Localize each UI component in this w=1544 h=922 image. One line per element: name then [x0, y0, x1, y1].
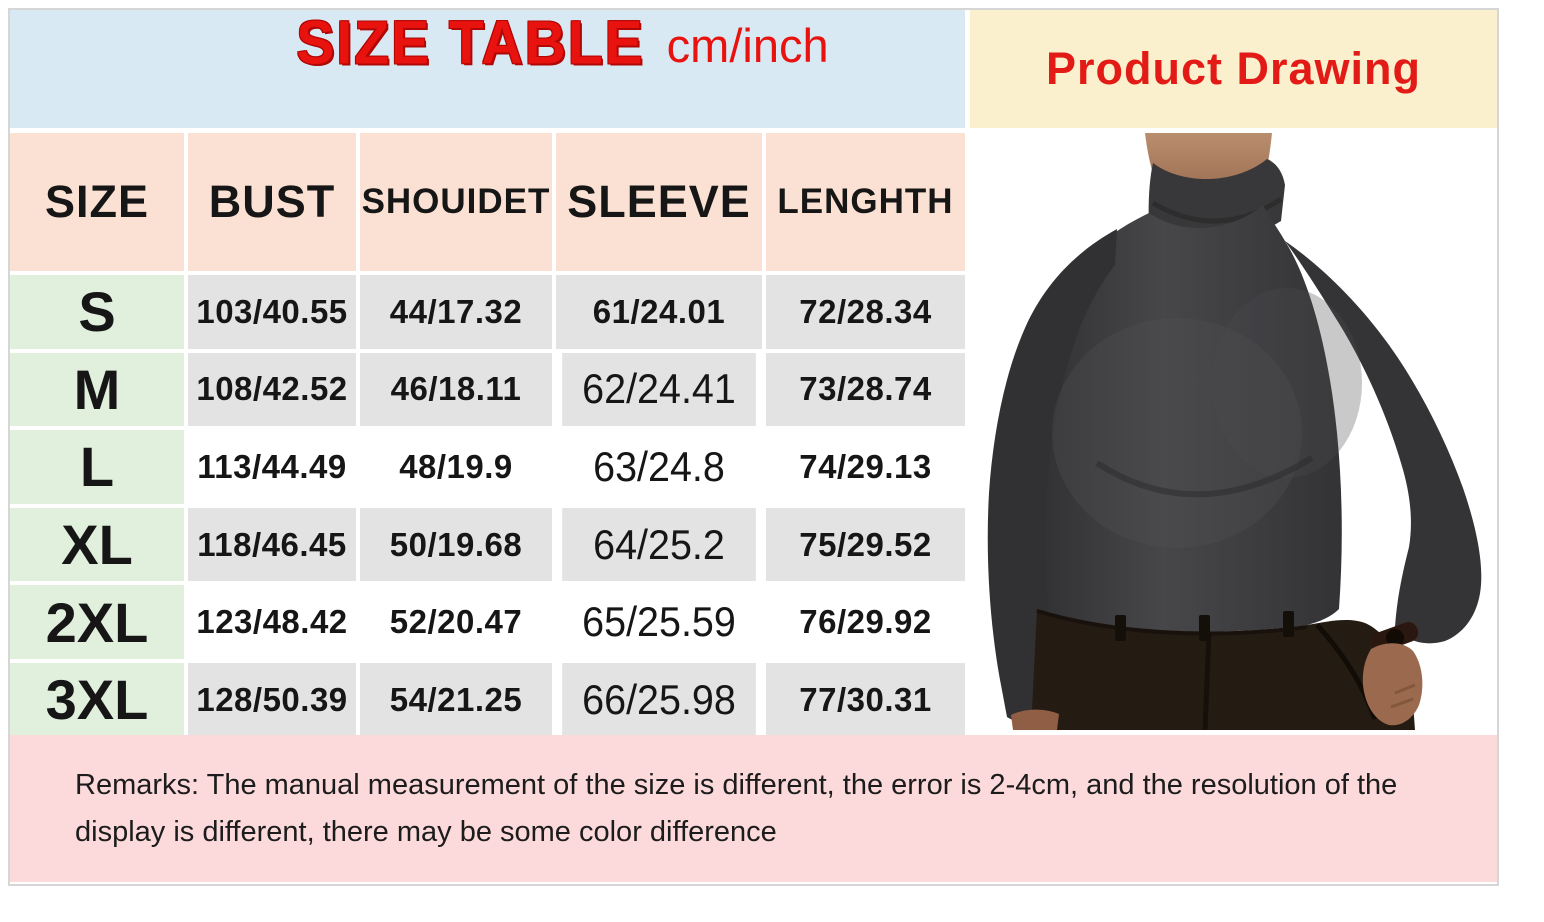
collar-edge — [1151, 196, 1283, 224]
cell-shouidet-2xl: 52/20.47 — [360, 585, 552, 659]
cell-sleeve-m: 62/24.41 — [562, 352, 756, 427]
size-label-2xl: 2XL — [10, 585, 184, 659]
cell-lenghth-3xl: 77/30.31 — [766, 662, 965, 737]
cell-sleeve-l: 63/24.8 — [562, 430, 756, 504]
header-cell-shouidet: SHOUIDET — [360, 133, 552, 271]
cell-lenghth-l: 74/29.13 — [766, 430, 965, 504]
belt-loop — [1199, 615, 1210, 641]
cell-lenghth-m: 73/28.74 — [766, 352, 965, 427]
cell-lenghth-2xl: 76/29.92 — [766, 585, 965, 659]
cell-shouidet-m: 46/18.11 — [360, 352, 552, 427]
cell-shouidet-l: 48/19.9 — [360, 430, 552, 504]
size-label-3xl: 3XL — [10, 662, 184, 737]
cell-lenghth-s: 72/28.34 — [766, 275, 965, 349]
product-drawing-header-band: Product Drawing — [970, 10, 1497, 128]
unit-label: cm/inch — [666, 19, 829, 72]
cell-shouidet-xl: 50/19.68 — [360, 507, 552, 582]
size-label-s: S — [10, 275, 184, 349]
shirt-right-sleeve — [1285, 241, 1482, 644]
size-table-title: SIZE TABLE — [296, 8, 645, 78]
cell-bust-3xl: 128/50.39 — [188, 662, 356, 737]
trousers — [1031, 609, 1415, 730]
chest-highlight-right — [1212, 288, 1362, 478]
cell-sleeve-xl: 64/25.2 — [562, 507, 756, 582]
remarks-text: Remarks: The manual measurement of the s… — [75, 768, 1398, 848]
remarks-box: Remarks: The manual measurement of the s… — [10, 735, 1497, 882]
cell-bust-2xl: 123/48.42 — [188, 585, 356, 659]
size-label-xl: XL — [10, 507, 184, 582]
right-hand — [1362, 643, 1423, 726]
cell-bust-xl: 118/46.45 — [188, 507, 356, 582]
chest-shadow — [1095, 455, 1314, 498]
belt-loop — [1283, 611, 1294, 637]
header-cell-bust: BUST — [188, 133, 356, 271]
header-cell-size: SIZE — [10, 133, 184, 271]
shirt-left-sleeve — [987, 229, 1117, 725]
size-label-m: M — [10, 352, 184, 427]
left-hand-tip — [1011, 709, 1059, 730]
trouser-crease — [1202, 632, 1212, 730]
cell-sleeve-2xl: 65/25.59 — [562, 585, 756, 659]
cell-sleeve-s: 61/24.01 — [556, 275, 762, 349]
size-table: SIZE BUST SHOUIDET SLEEVE LENGHTH S 103/… — [10, 133, 965, 737]
product-photo — [967, 133, 1497, 730]
cell-lenghth-xl: 75/29.52 — [766, 507, 965, 582]
cell-shouidet-s: 44/17.32 — [360, 275, 552, 349]
cell-sleeve-3xl: 66/25.98 — [562, 662, 756, 737]
product-drawing-title: Product Drawing — [1045, 43, 1422, 94]
header-cell-sleeve: SLEEVE — [556, 133, 762, 271]
cell-bust-m: 108/42.52 — [188, 352, 356, 427]
size-label-l: L — [10, 430, 184, 504]
cell-bust-l: 113/44.49 — [188, 430, 356, 504]
cell-bust-s: 103/40.55 — [188, 275, 356, 349]
cell-shouidet-3xl: 54/21.25 — [360, 662, 552, 737]
finger-lines — [1390, 683, 1416, 709]
size-table-header-band: SIZE TABLE cm/inch — [10, 8, 965, 128]
shirt-torso — [1018, 205, 1342, 632]
model-turtleneck-illustration — [967, 133, 1497, 730]
header-cell-lenghth: LENGHTH — [766, 133, 965, 271]
waistband-shadow — [1036, 609, 1308, 636]
belt-loop — [1115, 615, 1126, 641]
